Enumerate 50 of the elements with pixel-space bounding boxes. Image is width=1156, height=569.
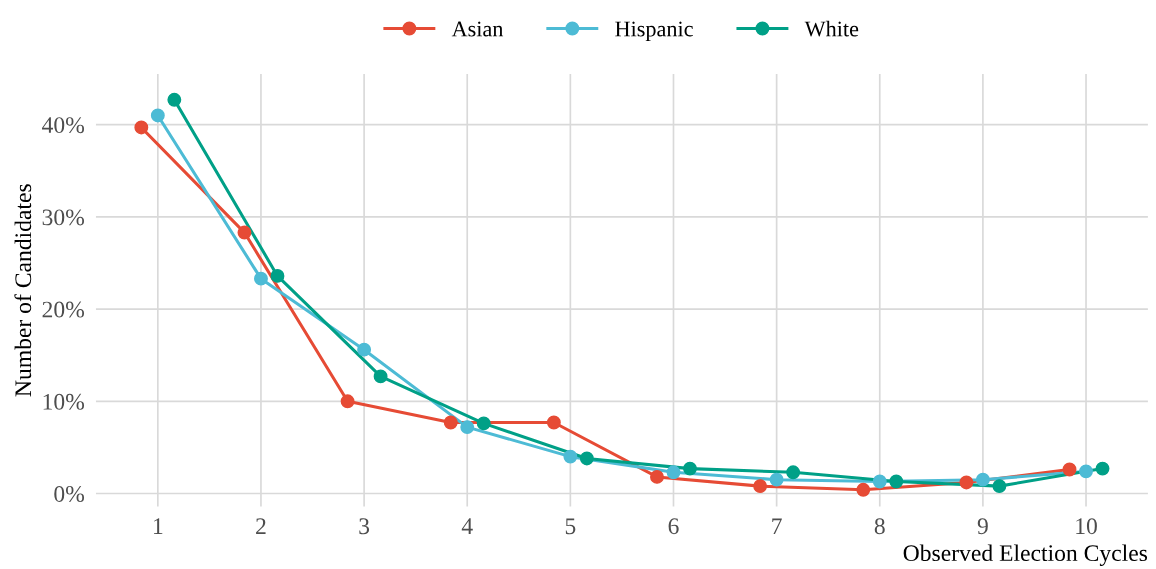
point [270,268,285,283]
point [579,451,594,466]
x-axis-title: Observed Election Cycles [903,544,1148,566]
x-tick-label: 9 [977,518,988,535]
point [167,92,182,107]
point [237,225,252,240]
y-tick-label: 20% [42,301,85,318]
y-tick-label: 0% [54,485,85,502]
point [357,342,372,357]
point [683,461,697,476]
point [856,482,871,497]
x-tick-label: 4 [461,518,473,534]
point [134,120,149,135]
y-tick-label: 10% [43,393,85,410]
legend-label: Asian [451,21,504,37]
legend-label: White [804,20,859,37]
point [254,271,268,286]
point [872,474,887,489]
point [546,415,561,430]
y-axis-title: Number of Candidates [14,184,32,397]
point [563,449,578,464]
x-tick-label: 6 [668,518,679,535]
point [975,472,990,487]
x-tick-label: 5 [565,518,576,535]
point [959,475,974,490]
y-tick-label: 40% [42,117,85,134]
x-tick-label: 8 [874,518,885,535]
point [992,479,1007,494]
point [476,416,491,431]
point [1062,462,1077,477]
point [150,108,165,123]
x-tick-label: 7 [772,518,782,534]
point [443,415,458,430]
point [650,469,664,484]
y-tick-label: 30% [42,209,85,226]
point [460,420,475,435]
point [340,394,355,409]
point [1079,464,1093,479]
point [1095,461,1110,476]
point [769,472,784,487]
x-tick-label: 1 [154,518,163,534]
point [373,369,388,384]
point [889,474,904,489]
legend-label: Hispanic [615,21,693,41]
point [666,465,681,480]
x-tick-label: 3 [359,518,370,535]
point [753,479,768,494]
x-tick-label: 2 [256,518,266,534]
point [786,465,801,480]
x-tick-label: 10 [1076,518,1097,535]
